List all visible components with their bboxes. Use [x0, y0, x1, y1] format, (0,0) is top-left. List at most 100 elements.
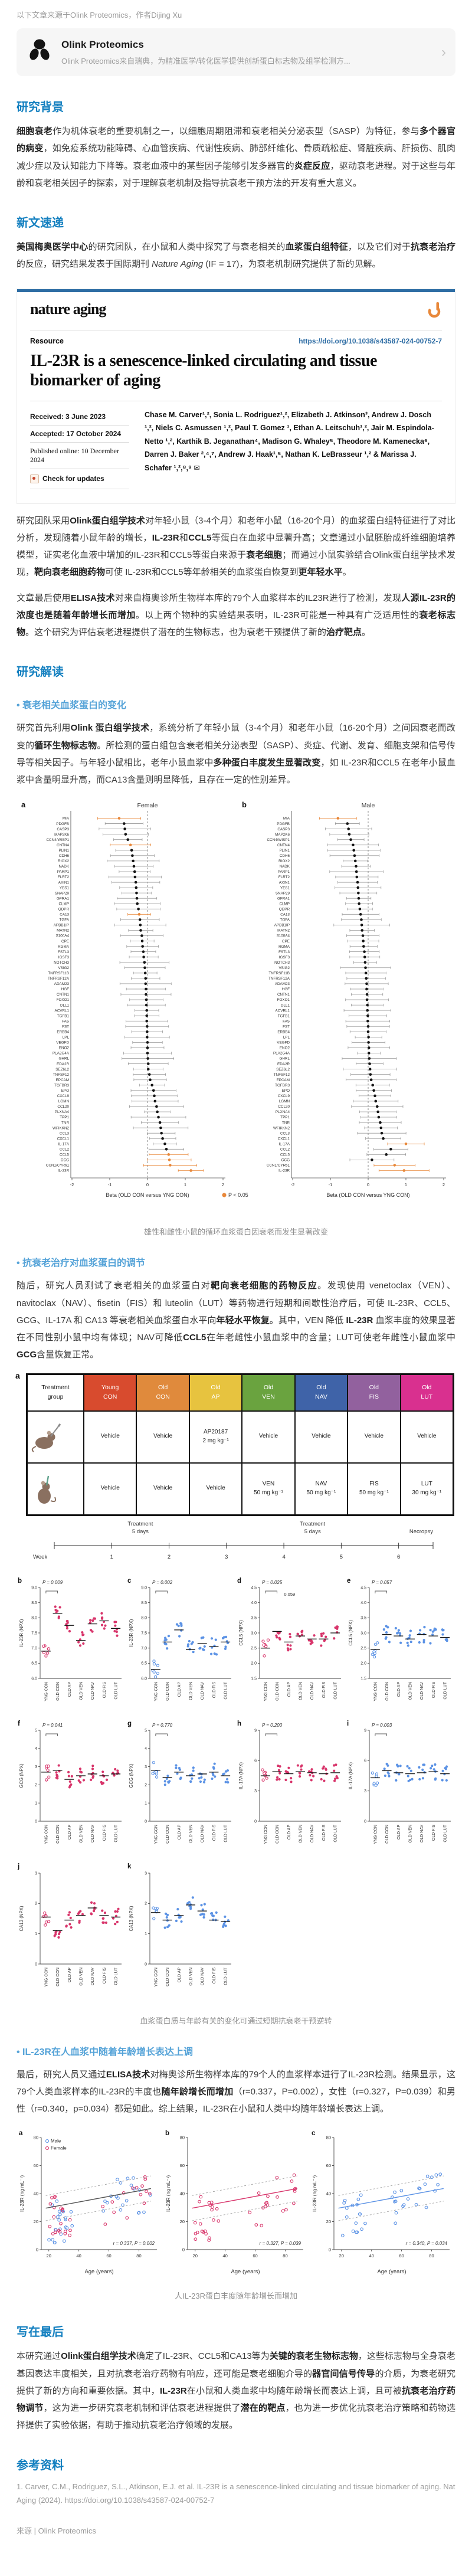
svg-text:TNFRSF12A: TNFRSF12A: [48, 977, 70, 981]
scatter-panel-b: b 0 20 40 60 80 20 40 60 80 IL-23R (ng mL⁻¹) Age (y…: [165, 2130, 303, 2275]
svg-text:20: 20: [326, 2219, 331, 2224]
figure-caption-forest: 雄性和雌性小鼠的循环血浆蛋白因衰老而发生显著改变: [143, 1228, 328, 1237]
svg-text:GCG (NPX): GCG (NPX): [129, 1763, 134, 1788]
svg-text:9: 9: [254, 1729, 257, 1733]
svg-text:NADK: NADK: [280, 865, 290, 869]
subheading-human: • IL-23R在人血浆中随着年龄增长表达上调: [17, 2047, 193, 2057]
svg-text:IL-23R: IL-23R: [278, 1169, 290, 1173]
svg-text:FOXO1: FOXO1: [277, 999, 290, 1003]
svg-text:1: 1: [145, 1932, 147, 1936]
svg-text:OLD LUT: OLD LUT: [224, 1967, 228, 1985]
svg-text:80: 80: [136, 2253, 141, 2258]
gavage-mouse-icon: [27, 1462, 84, 1515]
svg-text:PLIN1: PLIN1: [279, 849, 290, 853]
svg-text:ACVRL1: ACVRL1: [276, 1009, 290, 1013]
svg-text:PDGFB: PDGFB: [277, 822, 290, 826]
figure-treatment-panels: a Treatment group Young CON Old CON Old AP Old VEN…: [15, 1371, 455, 2003]
svg-text:4: 4: [35, 1747, 37, 1751]
source-attribution: 以下文章来源于Olink Proteomics，作者Dijing Xu: [17, 11, 182, 19]
svg-text:GFRA1: GFRA1: [277, 897, 290, 901]
svg-text:LPL: LPL: [63, 1036, 70, 1040]
svg-text:OLD LUT: OLD LUT: [444, 1681, 448, 1699]
svg-text:5 days: 5 days: [132, 1528, 149, 1535]
svg-text:PLXNA4: PLXNA4: [276, 1110, 290, 1114]
scatter-panel-c: c 0 20 40 60 80 20 40 60 80 IL-23R (ng mL⁻¹) Age (y…: [312, 2130, 450, 2275]
svg-text:3.5: 3.5: [251, 1616, 257, 1620]
paper-dates: Received: 3 June 2023 Accepted: 17 Octob…: [30, 408, 129, 489]
svg-text:2.0: 2.0: [251, 1661, 257, 1665]
svg-text:TGFBR3: TGFBR3: [275, 1084, 290, 1088]
svg-text:OLD AP: OLD AP: [287, 1824, 291, 1839]
svg-text:c: c: [312, 2130, 316, 2137]
svg-text:CA13: CA13: [280, 913, 290, 917]
svg-text:CDH6: CDH6: [59, 854, 70, 858]
svg-text:OLD CON: OLD CON: [166, 1968, 170, 1986]
svg-text:0: 0: [182, 2247, 185, 2253]
svg-text:OLD VEN: OLD VEN: [189, 1825, 194, 1843]
paragraph-treatment: 随后，研究人员测试了衰老相关的血浆蛋白对靶向衰老细胞的药物反应。发现使用 ven…: [17, 1281, 455, 1360]
svg-text:GCG: GCG: [281, 1158, 290, 1163]
svg-text:ERBB4: ERBB4: [57, 1030, 69, 1035]
svg-text:80: 80: [326, 2135, 331, 2140]
paragraph-plasma-changes: 研究首先利用Olink 蛋白组学技术，系统分析了年轻小鼠（3-4个月）和老年小鼠…: [17, 723, 455, 785]
svg-text:OLD CON: OLD CON: [56, 1825, 60, 1844]
svg-text:e: e: [347, 1577, 350, 1585]
svg-text:CDH6: CDH6: [280, 854, 290, 858]
svg-text:P < 0.05: P < 0.05: [228, 1192, 248, 1198]
svg-text:PARP1: PARP1: [278, 870, 290, 874]
svg-text:OLD FIS: OLD FIS: [322, 1824, 326, 1841]
svg-text:0: 0: [146, 1182, 149, 1187]
svg-text:7.5: 7.5: [31, 1631, 37, 1635]
svg-text:CCL3: CCL3: [60, 1132, 70, 1136]
svg-text:MATN2: MATN2: [57, 929, 69, 933]
svg-text:1.5: 1.5: [251, 1677, 257, 1681]
svg-text:TGFB1: TGFB1: [278, 1014, 290, 1019]
svg-text:OLD LUT: OLD LUT: [444, 1824, 448, 1842]
svg-text:Age (years): Age (years): [231, 2269, 260, 2275]
svg-text:1.5: 1.5: [360, 1677, 366, 1681]
svg-text:YNG CON: YNG CON: [154, 1682, 158, 1701]
doi-link[interactable]: https://doi.org/10.1038/s43587-024-00752…: [299, 336, 442, 345]
svg-text:OLD FIS: OLD FIS: [103, 1681, 107, 1698]
svg-text:20: 20: [47, 2253, 51, 2258]
figure-caption-human: 人IL-23R蛋白丰度随年龄增长而增加: [174, 2292, 298, 2301]
svg-text:IL-17A: IL-17A: [278, 1143, 290, 1147]
svg-text:2.5: 2.5: [360, 1647, 366, 1651]
svg-text:60: 60: [106, 2253, 111, 2258]
svg-text:60: 60: [253, 2253, 257, 2258]
svg-text:PLA2G4A: PLA2G4A: [273, 1052, 290, 1056]
svg-text:0: 0: [364, 1819, 366, 1824]
svg-text:2: 2: [145, 1901, 147, 1906]
chevron-right-icon[interactable]: ›: [441, 44, 446, 60]
svg-text:OLD VEN: OLD VEN: [409, 1682, 413, 1700]
published-date: Published online: 10 December 2024: [30, 443, 129, 469]
svg-text:Week: Week: [33, 1554, 47, 1560]
dotplot-panel-k: k 0 1 2 3 CA13 (NPX) YNG CON OLD CON OLD AP OLD V…: [127, 1863, 231, 1986]
svg-text:VEGFD: VEGFD: [277, 1041, 290, 1045]
svg-text:OLD AP: OLD AP: [68, 1681, 72, 1697]
svg-text:0.059: 0.059: [284, 1592, 295, 1597]
svg-text:OLD AP: OLD AP: [68, 1824, 72, 1839]
account-card[interactable]: Olink Proteomics Olink Proteomics来自瑞典，为精…: [17, 28, 455, 76]
svg-text:P = 0.770: P = 0.770: [152, 1723, 173, 1728]
svg-text:80: 80: [429, 2253, 434, 2258]
svg-text:TNFRSF11B: TNFRSF11B: [268, 971, 290, 976]
svg-text:TGFA: TGFA: [280, 918, 290, 922]
dotplot-panel-h: h 0 3 6 9 IL-17A (NPX) YNG CON OLD CON OLD AP OLD…: [237, 1720, 341, 1844]
svg-text:OLD AP: OLD AP: [287, 1681, 291, 1697]
svg-text:TGFA: TGFA: [60, 918, 70, 922]
svg-text:OLD VEN: OLD VEN: [189, 1968, 194, 1986]
svg-text:CCL2: CCL2: [60, 1148, 70, 1152]
svg-text:0: 0: [254, 1819, 257, 1824]
svg-text:OLD CON: OLD CON: [276, 1825, 280, 1844]
check-for-updates-link[interactable]: Check for updates: [30, 469, 129, 489]
svg-text:YNG CON: YNG CON: [264, 1825, 268, 1844]
svg-text:1: 1: [35, 1801, 37, 1805]
svg-text:S100A4: S100A4: [277, 934, 290, 938]
svg-text:1: 1: [405, 1182, 407, 1187]
heading-news: 新文速递: [17, 217, 64, 230]
svg-text:CCL20: CCL20: [57, 1105, 69, 1109]
svg-text:60: 60: [326, 2163, 331, 2168]
svg-text:CASP3: CASP3: [277, 827, 290, 832]
svg-text:TPP1: TPP1: [280, 1116, 290, 1120]
